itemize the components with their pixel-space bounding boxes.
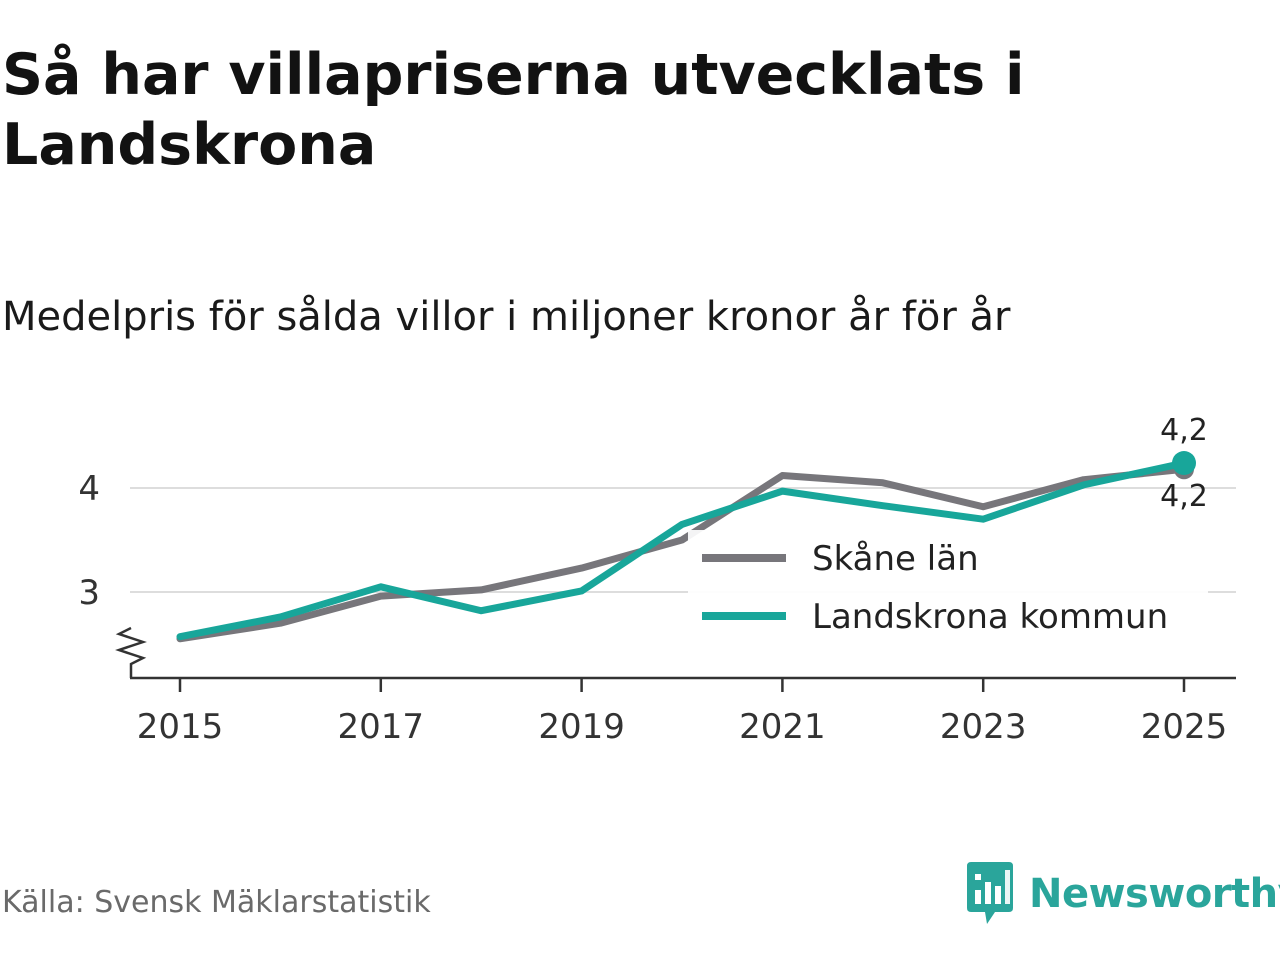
x-tick-label-2015: 2015 (137, 707, 224, 747)
series-line-0 (176, 465, 1188, 643)
axis-break-icon (115, 626, 147, 678)
legend-box (688, 530, 1208, 652)
x-tick-label-2019: 2019 (538, 707, 625, 747)
legend-label-0: Skåne län (812, 539, 979, 579)
series-end-point-1 (1172, 451, 1196, 476)
end-labels: 4,2 4,2 (1160, 413, 1208, 514)
source-note: Källa: Svensk Mäklarstatistik (2, 885, 431, 920)
y-tick-label-3: 3 (78, 573, 100, 613)
line-chart: 3 4 2015 2017 2019 2021 2023 2025 Skåne län Land… (78, 413, 1236, 747)
series-lines (176, 451, 1196, 643)
series-line-1 (176, 459, 1188, 641)
x-tick-label-2021: 2021 (739, 707, 826, 747)
x-tick-label-2025: 2025 (1141, 707, 1228, 747)
brand-name: Newsworthy (1029, 871, 1280, 917)
legend: Skåne län Landskrona kommun (688, 530, 1208, 652)
chart-title: Så har villapriserna utvecklats i Landsk… (2, 42, 1025, 178)
legend-label-1: Landskrona kommun (812, 597, 1168, 637)
end-label-landskrona: 4,2 (1160, 413, 1208, 448)
x-tick-label-2023: 2023 (940, 707, 1027, 747)
brand-logo: Newsworthy (965, 862, 1280, 926)
chart-subtitle: Medelpris för sålda villor i miljoner kr… (2, 294, 1011, 340)
end-label-skane: 4,2 (1160, 479, 1208, 514)
y-tick-label-4: 4 (78, 469, 100, 509)
newsworthy-logo-icon (967, 862, 1013, 924)
axes: 3 4 2015 2017 2019 2021 2023 2025 (78, 469, 1236, 747)
x-tick-label-2017: 2017 (338, 707, 425, 747)
